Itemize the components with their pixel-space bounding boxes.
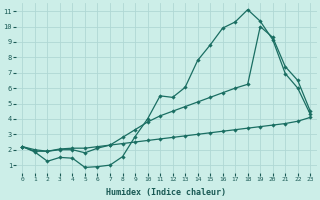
X-axis label: Humidex (Indice chaleur): Humidex (Indice chaleur) [106,188,226,197]
